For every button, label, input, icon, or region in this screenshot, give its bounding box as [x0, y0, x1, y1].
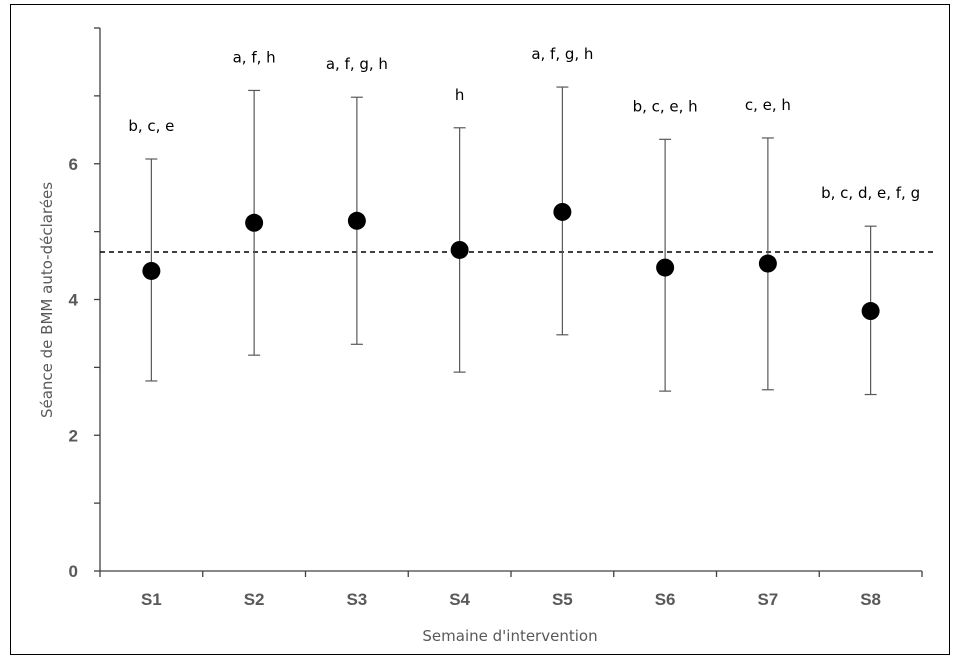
y-axis-title: Séance de BMM auto-déclarées — [38, 182, 56, 418]
data-point — [347, 211, 366, 230]
x-tick-label: S7 — [757, 590, 778, 609]
y-tick-label: 0 — [69, 562, 78, 581]
significance-label: a, f, g, h — [531, 45, 593, 63]
chart-frame — [10, 4, 950, 655]
x-tick-label: S8 — [860, 590, 881, 609]
data-point — [450, 240, 469, 259]
data-point — [553, 202, 572, 221]
data-marks: b, c, e a, f, h a, f, g, h h a, f, g, h b, c,… — [128, 45, 920, 396]
x-tick-label: S5 — [552, 590, 573, 609]
x-tick-label: S2 — [244, 590, 265, 609]
data-point — [656, 258, 675, 277]
data-point — [142, 261, 161, 280]
data-point — [861, 302, 880, 321]
x-tick-label: S1 — [141, 590, 162, 609]
y-tick-label: 6 — [69, 155, 78, 174]
x-tick-label: S4 — [449, 590, 470, 609]
significance-label: b, c, d, e, f, g — [821, 184, 920, 202]
significance-label: a, f, g, h — [326, 55, 388, 73]
x-axis-title: Semaine d'intervention — [422, 627, 597, 645]
x-tick-label: S3 — [346, 590, 367, 609]
significance-label: h — [455, 86, 465, 104]
axes: 0 2 4 6 S1 S2 S3 S4 S5 S6 S7 S8 — [69, 27, 923, 609]
significance-label: b, c, e, h — [633, 97, 698, 115]
significance-label: c, e, h — [745, 96, 791, 114]
significance-label: a, f, h — [233, 48, 276, 66]
x-tick-label: S6 — [655, 590, 676, 609]
data-point — [245, 213, 264, 232]
y-tick-label: 2 — [69, 426, 78, 445]
significance-label: b, c, e — [128, 117, 174, 135]
data-point — [758, 254, 777, 273]
y-tick-label: 4 — [69, 291, 79, 310]
